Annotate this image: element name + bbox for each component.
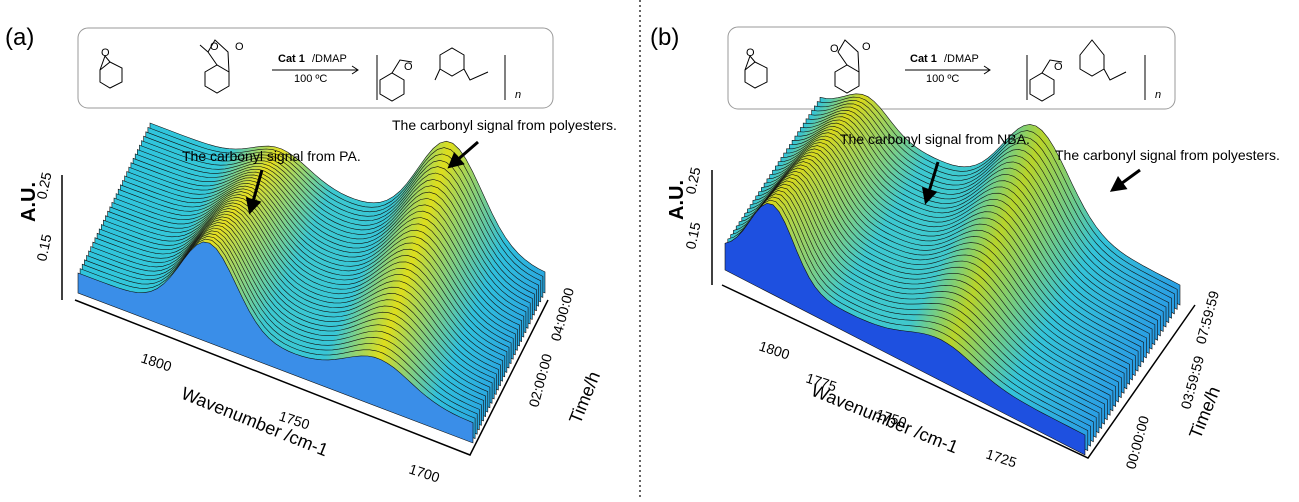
- x-axis-label: Wavenumber /cm-1: [809, 380, 961, 457]
- axis-line: [74, 299, 549, 456]
- x-tick-label: 1700: [407, 461, 442, 486]
- annotation: The carbonyl signal from polyesters.: [392, 117, 617, 133]
- x-tick-label: 1800: [139, 350, 174, 375]
- atom-label: O: [1054, 61, 1063, 73]
- annotation: The carbonyl signal from polyesters.: [1055, 147, 1280, 163]
- arrow-head: [245, 197, 262, 215]
- atom-label: O: [235, 41, 244, 53]
- slice: [77, 241, 474, 444]
- annotation: The carbonyl signal from NBA.: [840, 131, 1030, 147]
- arrow-head: [921, 187, 938, 205]
- atom-label: O: [101, 47, 110, 59]
- axis-line: [721, 284, 1196, 459]
- temperature: 100 ºC: [926, 73, 959, 85]
- time-tick-label: 04:00:00: [547, 286, 577, 343]
- y-tick-label: 0.15: [682, 220, 703, 250]
- y-tick-label: 0.15: [33, 232, 54, 262]
- slice: [724, 202, 1086, 456]
- atom-label: O: [830, 43, 839, 55]
- time-tick-label: 00:00:00: [1122, 414, 1152, 471]
- atom-label: O: [404, 61, 413, 73]
- catalyst: Cat 1: [278, 53, 305, 65]
- panel-label: (a): [5, 24, 34, 51]
- annotation: The carbonyl signal from PA.: [182, 148, 361, 164]
- repeat-unit: n: [1155, 89, 1161, 101]
- surface: [77, 122, 546, 444]
- x-tick-label: 1800: [757, 338, 792, 363]
- surface: [724, 93, 1181, 456]
- atom-label: O: [862, 41, 871, 53]
- y-tick-label: 0.25: [682, 165, 703, 195]
- atom-label: O: [746, 47, 755, 59]
- time-tick-label: 02:00:00: [525, 352, 555, 409]
- scheme-box: [77, 27, 554, 109]
- temperature: 100 ºC: [294, 73, 327, 85]
- y-axis-label: A.U.: [666, 180, 688, 220]
- scheme-box: [727, 26, 1176, 110]
- atom-label: O: [210, 41, 219, 53]
- time-tick-label: 07:59:59: [1192, 289, 1222, 346]
- repeat-unit: n: [515, 89, 521, 101]
- y-axis-label: A.U.: [18, 182, 40, 222]
- x-tick-label: 1725: [984, 446, 1019, 471]
- catalyst: Cat 1: [910, 53, 937, 65]
- arrow: [250, 169, 264, 206]
- time-axis-label: Time/h: [565, 369, 604, 427]
- arrow-head: [447, 152, 465, 169]
- panel-label: (b): [650, 24, 679, 51]
- y-tick-label: 0.25: [33, 170, 54, 200]
- arrow-head: [1109, 176, 1128, 192]
- scheme-structures: [99, 39, 1146, 102]
- cocatalyst: /DMAP: [944, 53, 979, 65]
- cocatalyst: /DMAP: [312, 53, 347, 65]
